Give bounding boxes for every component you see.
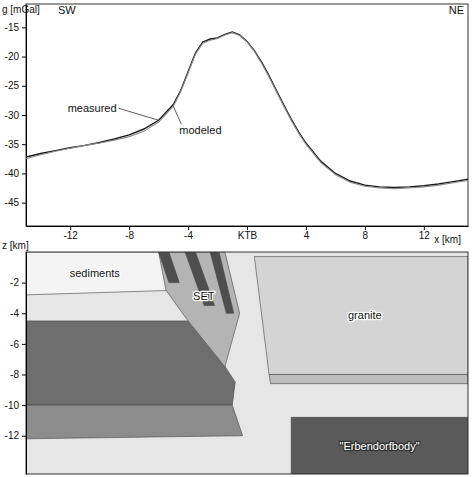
tick: 12 [419,226,431,241]
y-axis-title: z [km] [2,240,29,251]
geologic-body [159,252,180,283]
tick: -20 [5,51,26,62]
tick-label: -8 [125,230,134,241]
geologic-body [291,417,468,474]
tick-mark [22,203,26,204]
body-label: "Erbendorfbody" [340,440,420,452]
tick-mark [22,173,26,174]
tick: -45 [5,197,26,208]
annotation: NE [449,4,464,16]
geologic-body [26,405,243,439]
tick-label: 12 [419,230,431,241]
x-axis-title: x [km] [434,234,461,245]
tick-mark [22,405,26,406]
tick-label: -35 [5,139,20,150]
tick: -12 [63,226,78,241]
geologic-body [26,252,173,295]
tick-label: 4 [304,230,310,241]
tick-label: -30 [5,110,20,121]
tick: -10 [5,400,26,411]
line [26,33,468,189]
tick-label: -15 [5,22,20,33]
y-axis: -45 -40 -35 -30 -25 -20 -15 [5,5,27,227]
leader-line [173,106,181,124]
geologic-body [185,252,214,306]
tick-mark [22,344,26,345]
line [26,32,468,187]
body-label: SET [193,290,215,302]
tick: -8 [125,226,134,241]
tick: -25 [5,80,26,91]
tick: 8 [363,226,369,241]
leader-line [119,108,159,120]
tick-label: -20 [5,51,20,62]
tick: -30 [5,110,26,121]
tick-label: -12 [5,430,20,441]
x-axis: -12 -8 -4 KTB 4 8 12 [27,226,469,241]
tick-label: -2 [10,277,19,288]
tick-mark [22,374,26,375]
tick-label: -25 [5,80,20,91]
tick-mark [22,27,26,28]
section-ground [26,252,468,474]
tick: -40 [5,168,26,179]
tick: -15 [5,22,26,33]
tick-label: -4 [10,308,19,319]
tick: -12 [5,430,26,441]
tick-label: -4 [184,230,193,241]
tick-mark [22,86,26,87]
z-axis: -12 -10 -8 -6 -4 -2 [5,253,27,475]
geologic-body [269,374,468,383]
tick-label: -6 [10,339,19,350]
tick-label: KTB [238,230,258,241]
body-label: granite [348,309,382,321]
y-axis-title: g [mGal] [2,4,40,15]
geologic-body [159,252,240,367]
geologic-body [254,257,468,375]
annotation: SW [58,4,76,16]
tick-mark [22,313,26,314]
tick: -2 [10,277,26,288]
series-label: measured [68,102,117,114]
axis-line [26,253,27,475]
tick: 4 [304,226,310,241]
tick: -8 [10,369,26,380]
geologic-body [210,252,234,313]
figure: -45 -40 -35 -30 -25 -20 -15 -12 -8 -4 KTB 4 8 12x [km… [0,0,472,477]
tick-mark [22,57,26,58]
tick-mark [22,436,26,437]
tick-label: -40 [5,168,20,179]
tick-label: -45 [5,197,20,208]
axis-line [26,5,27,227]
plot-frame [26,252,468,474]
tick-label: -10 [5,400,20,411]
series-label: modeled [179,124,221,136]
tick: -6 [10,339,26,350]
tick-mark [22,115,26,116]
tick-label: 8 [363,230,369,241]
tick: -4 [10,308,26,319]
tick-mark [22,144,26,145]
tick: -35 [5,139,26,150]
tick-label: -12 [63,230,78,241]
plot-frame [26,4,468,226]
tick-label: -8 [10,369,19,380]
tick: KTB [238,226,258,241]
tick: -4 [184,226,193,241]
tick-mark [22,283,26,284]
body-label: sediments [70,267,121,279]
